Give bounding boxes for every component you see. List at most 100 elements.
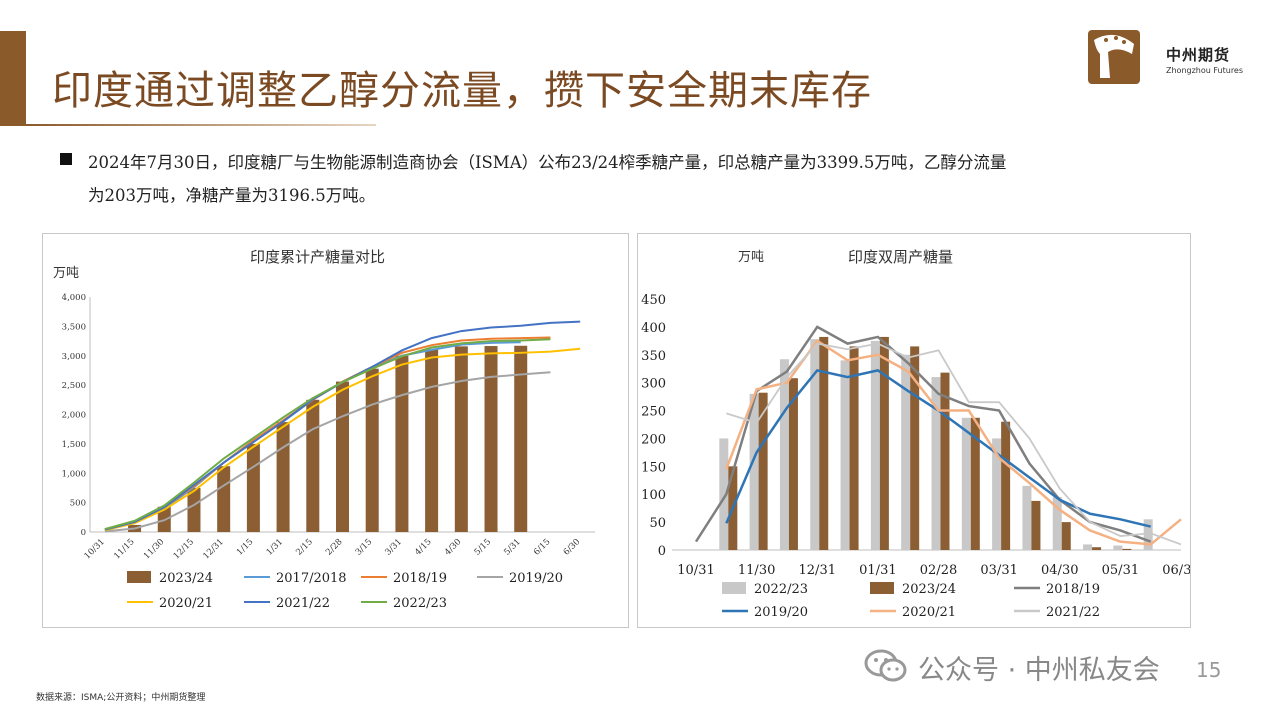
y-tick-label: 3,500 — [62, 322, 86, 332]
y-tick-label: 500 — [70, 499, 86, 509]
bar-2023-24 — [788, 378, 798, 550]
bar-2022-23 — [1052, 497, 1062, 550]
bullet-line-2: 为203万吨，净糖产量为3196.5万吨。 — [88, 186, 376, 205]
bar-2022-23 — [1143, 519, 1153, 550]
chart-title: 印度双周产糖量 — [848, 248, 954, 266]
y-tick-label: 1,500 — [62, 440, 86, 450]
y-tick-label: 0 — [658, 544, 666, 559]
x-tick-label: 05/31 — [1102, 563, 1139, 578]
bar-2022-23 — [870, 340, 880, 550]
x-tick-label: 2/15 — [294, 537, 315, 558]
legend-label: 2017/2018 — [276, 571, 347, 586]
legend-label: 2019/20 — [509, 571, 563, 586]
bar-2022-23 — [931, 377, 941, 550]
x-tick-label: 11/30 — [738, 563, 775, 578]
legend-swatch — [127, 571, 151, 583]
x-tick-label: 03/31 — [980, 563, 1017, 578]
bar-2022-23 — [961, 417, 971, 550]
leopard-logo-icon — [1088, 30, 1140, 84]
x-tick-label: 3/31 — [383, 537, 404, 558]
line-series-2022-23 — [104, 338, 551, 531]
legend-label: 2022/23 — [393, 596, 447, 611]
y-tick-label: 150 — [641, 460, 666, 475]
bar-2022-23 — [719, 438, 729, 550]
line-series-2020-21 — [725, 339, 1182, 546]
bar-2023-24 — [365, 368, 379, 532]
y-tick-label: 250 — [641, 405, 666, 420]
bar-2023-24 — [425, 349, 439, 532]
x-tick-label: 1/31 — [265, 537, 286, 558]
x-tick-label: 6/15 — [532, 537, 553, 558]
x-tick-label: 06/30 — [1162, 563, 1190, 578]
legend-label: 2021/22 — [1046, 605, 1100, 620]
bar-2023-24 — [1061, 522, 1071, 550]
logo-english-name: Zhongzhou Futures — [1166, 66, 1244, 75]
bar-2023-24 — [246, 443, 260, 532]
bar-2022-23 — [1022, 485, 1032, 550]
bullet-text: 2024年7月30日，印度糖厂与生物能源制造商协会（ISMA）公布23/24榨季… — [88, 146, 1238, 212]
x-tick-label: 2/28 — [324, 537, 345, 558]
x-tick-label: 5/15 — [473, 537, 494, 558]
legend-label: 2023/24 — [159, 571, 213, 586]
bar-2023-24 — [1031, 500, 1041, 550]
y-tick-label: 50 — [649, 516, 666, 531]
x-tick-label: 11/15 — [112, 537, 136, 561]
y-tick-label: 100 — [641, 488, 666, 503]
y-tick-label: 400 — [641, 321, 666, 336]
biweekly-chart-panel: 印度双周产糖量 万吨 0 50 100 150 200 250 300 350 400 450 10… — [637, 233, 1191, 628]
x-tick-label: 02/28 — [920, 563, 957, 578]
y-tick-label: 2,000 — [62, 411, 86, 421]
biweekly-chart-svg: 0 50 100 150 200 250 300 350 400 450 10/31 11/30 12/… — [641, 293, 1190, 620]
legend-label: 2019/20 — [754, 605, 808, 620]
y-axis-unit: 万吨 — [53, 266, 80, 281]
x-tick-label: 5/31 — [502, 537, 523, 558]
bar-2023-24 — [306, 399, 320, 532]
x-tick-label: 1/15 — [235, 537, 256, 558]
bar-2023-24 — [758, 392, 768, 550]
line-series-2021-22 — [726, 342, 1182, 546]
page-number: 15 — [1196, 658, 1222, 682]
line-series-2018-19 — [694, 325, 1152, 543]
bar-2023-24 — [187, 487, 201, 532]
watermark-text: 公众号 · 中州私友会 — [918, 655, 1160, 686]
title-accent-bar — [0, 31, 26, 126]
page-title: 印度通过调整乙醇分流量，攒下安全期末库存 — [52, 68, 872, 114]
cumulative-chart-svg: 0 500 1,000 1,500 2,000 2,500 3,000 3,500 4,000 1… — [62, 293, 595, 611]
line-series-2020-21 — [104, 347, 581, 532]
bar-2022-23 — [749, 393, 759, 550]
bar-2022-23 — [1113, 545, 1123, 550]
cumulative-chart-panel: 印度累计产糖量对比 万吨 0 500 1,000 1,500 2,000 2,500 3,0… — [42, 233, 629, 628]
x-tick-label: 12/31 — [201, 537, 225, 561]
bar-2023-24 — [970, 417, 980, 550]
y-tick-label: 1,000 — [62, 469, 86, 479]
y-tick-label: 350 — [641, 349, 666, 364]
bar-2023-24 — [395, 355, 409, 532]
y-tick-label: 4,000 — [62, 293, 86, 303]
y-tick-label: 3,000 — [62, 352, 86, 362]
title-underline — [26, 124, 376, 126]
bar-2022-23 — [1083, 544, 1093, 550]
bar-2023-24 — [514, 345, 528, 532]
data-source-note: 数据来源：ISMA;公开资料；中州期货整理 — [36, 693, 206, 703]
y-tick-label: 2,500 — [62, 381, 86, 391]
line-series-2019-20 — [104, 371, 551, 533]
bar-2022-23 — [779, 359, 789, 550]
x-tick-label: 4/30 — [443, 537, 464, 558]
bullet-line-1: 2024年7月30日，印度糖厂与生物能源制造商协会（ISMA）公布23/24榨季… — [88, 153, 1007, 172]
y-tick-label: 200 — [641, 432, 666, 447]
bar-2023-24 — [910, 346, 920, 550]
chart-title: 印度累计产糖量对比 — [250, 248, 386, 266]
bar-2023-24 — [336, 381, 349, 532]
bar-2023-24 — [849, 346, 859, 550]
bar-2022-23 — [840, 360, 850, 550]
bar-2022-23 — [810, 339, 820, 550]
legend-swatch — [870, 582, 894, 594]
bar-2023-24 — [217, 466, 231, 532]
bar-2023-24 — [1001, 421, 1011, 550]
x-tick-label: 10/31 — [83, 537, 107, 561]
x-tick-label: 10/31 — [677, 563, 714, 578]
legend-label: 2018/19 — [393, 571, 447, 586]
x-tick-label: 3/15 — [354, 537, 375, 558]
bullet-square-icon — [60, 153, 72, 165]
x-tick-label: 12/31 — [799, 563, 836, 578]
